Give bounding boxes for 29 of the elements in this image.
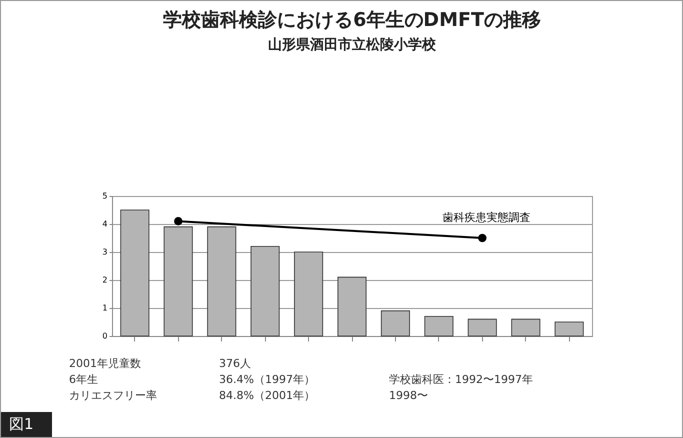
bar bbox=[424, 316, 454, 336]
bar bbox=[380, 310, 410, 336]
bar bbox=[337, 276, 367, 336]
text: 376人 bbox=[219, 356, 252, 371]
bar bbox=[164, 226, 193, 336]
text: 2001年児童数 bbox=[69, 356, 142, 371]
y-tick-label: 3 bbox=[102, 248, 108, 256]
text: 84.8%（2001年） bbox=[219, 388, 316, 403]
chart-title: 学校歯科検診における6年生のDMFTの推移 bbox=[163, 9, 541, 31]
text: 6年生 bbox=[69, 372, 99, 387]
text: 36.4%（1997年） bbox=[219, 372, 316, 387]
y-tick-label: 4 bbox=[102, 220, 108, 228]
chart-subtitle: 山形県酒田市立松陵小学校 bbox=[268, 36, 437, 53]
text: カリエスフリー率 bbox=[69, 388, 158, 403]
series-label: 歯科疾患実態調査 bbox=[442, 211, 530, 224]
bar bbox=[207, 226, 236, 336]
bar bbox=[468, 318, 497, 336]
caption: 図1 bbox=[1, 412, 52, 437]
bar bbox=[294, 252, 324, 336]
y-tick-label: 0 bbox=[102, 332, 108, 340]
text: 1998〜 bbox=[389, 388, 429, 403]
text: 学校歯科医：1992〜1997年 bbox=[389, 372, 534, 387]
bar bbox=[554, 322, 584, 336]
y-tick-label: 2 bbox=[102, 276, 108, 284]
bar bbox=[511, 318, 540, 336]
bar bbox=[250, 246, 280, 336]
bar bbox=[120, 210, 150, 336]
y-tick-label: 1 bbox=[102, 304, 108, 312]
y-tick-label: 5 bbox=[102, 192, 108, 200]
